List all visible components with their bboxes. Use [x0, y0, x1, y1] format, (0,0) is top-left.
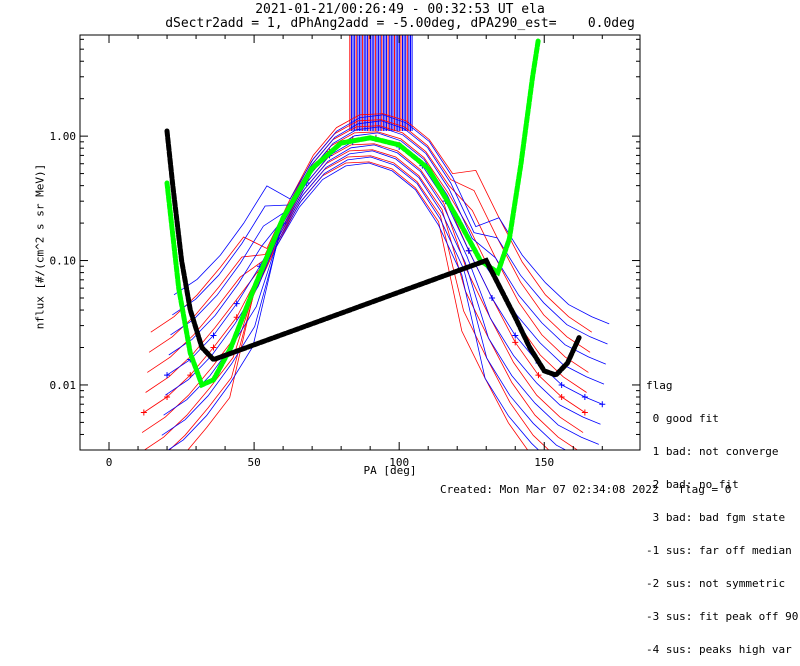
flag-legend-entry: -1 sus: far off median: [646, 544, 792, 557]
chart-title-line1: 2021-01-21/00:26:49 - 00:32:53 UT ela: [255, 2, 545, 17]
series-red-point: [210, 344, 217, 351]
y-tick-label: 0.10: [50, 255, 77, 268]
series-red-line: [143, 149, 579, 450]
series-red-point: [558, 394, 565, 401]
series-blue-point: [599, 401, 606, 408]
series-blue-line: [166, 138, 603, 405]
x-tick-label: 50: [247, 456, 260, 469]
plot-frame: [79, 34, 641, 451]
y-tick-label: 1.00: [50, 130, 77, 143]
flag-status: flag = 0: [678, 483, 732, 496]
series-red-point: [535, 372, 542, 379]
flag-legend-entry: -4 sus: peaks high var: [646, 643, 792, 656]
flag-legend-entry: -3 sus: fit peak off 90: [646, 610, 799, 623]
series-black-fit-curve: [164, 128, 582, 379]
footer-status: Created: Mon Mar 07 02:34:08 2022 flag =…: [440, 483, 731, 496]
x-axis-label: PA [deg]: [363, 464, 417, 477]
series-blue-point: [164, 372, 171, 379]
x-tick-label: 150: [534, 456, 554, 469]
series-red-line: [148, 119, 591, 353]
series-blue-point: [581, 394, 588, 401]
series-blue-line: [167, 162, 540, 450]
flag-legend-entry: 0 good fit: [646, 412, 719, 425]
series-blue-line: [165, 144, 601, 425]
series-red-line: [141, 143, 584, 433]
series-blue-line: [170, 126, 606, 365]
series-red-line: [168, 155, 550, 450]
series-blue-line: [173, 114, 610, 325]
y-tick-label: 0.01: [50, 379, 77, 392]
series-red-line: [147, 125, 589, 373]
series-red-line: [150, 113, 593, 333]
series-red-line: [187, 161, 529, 450]
created-timestamp: Created: Mon Mar 07 02:34:08 2022: [440, 483, 659, 496]
flag-legend-entry: 2 bad: no fit: [646, 478, 739, 491]
series-blue-point: [233, 300, 240, 307]
x-tick-label: 100: [389, 456, 409, 469]
series-blue-line: [172, 120, 608, 345]
series-red-point: [512, 339, 519, 346]
flag-legend: flag 0 good fit 1 bad: not converge 2 ba…: [646, 358, 798, 666]
y-axis-label: nflux [#/(cm^2 s sr MeV)]: [33, 163, 47, 330]
series-blue-point: [210, 332, 217, 339]
series-blue-point: [558, 381, 565, 388]
x-tick-label: 0: [106, 456, 113, 469]
flag-legend-entry: 1 bad: not converge: [646, 445, 779, 458]
series-red-point: [140, 409, 147, 416]
series-red-point: [164, 394, 171, 401]
flag-legend-entry: 3 bad: bad fgm state: [646, 511, 786, 524]
series-green-fit-curve: [164, 36, 541, 389]
series-blue-point: [489, 294, 496, 301]
data-layer: [140, 35, 610, 450]
flag-legend-entry: -2 sus: not symmetric: [646, 577, 786, 590]
clipped-data: [140, 35, 610, 450]
axes-layer: 0 50 100 150 0.01 0.10 1.00: [50, 34, 641, 469]
series-blue-point: [512, 332, 519, 339]
series-red-point: [581, 409, 588, 416]
chart-title-line2: dSectr2add = 1, dPhAng2add = -5.00deg, d…: [165, 16, 635, 31]
flag-legend-header: flag: [646, 379, 673, 392]
series-red-point: [187, 372, 194, 379]
series-blue-line: [168, 132, 605, 385]
chart-plot: 0 50 100 150 0.01 0.10 1.00: [50, 34, 641, 469]
series-blue-line: [161, 156, 567, 450]
series-blue-point: [465, 247, 472, 254]
